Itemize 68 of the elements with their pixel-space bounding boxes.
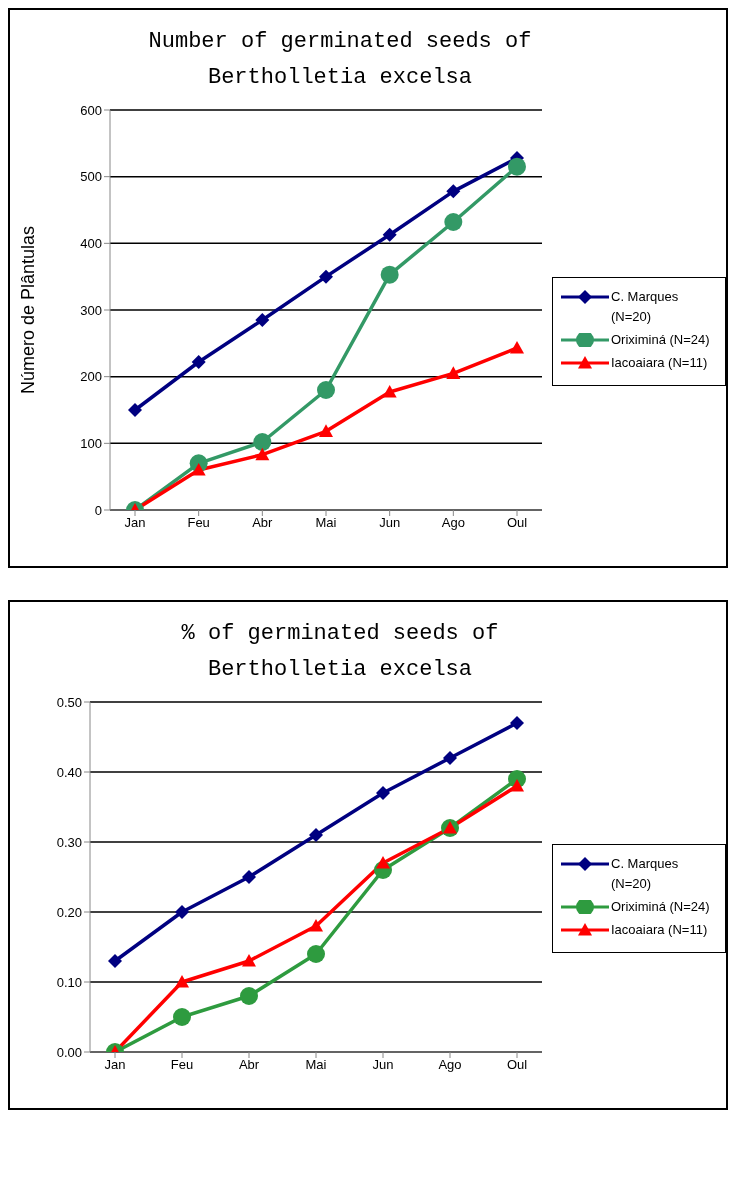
point	[255, 313, 270, 327]
y-tick-label: 100	[80, 435, 102, 451]
legend-label: Oriximiná (N=24)	[611, 897, 711, 916]
point	[175, 905, 189, 919]
x-tick-label: Abr	[252, 515, 274, 531]
y-tick-label: 500	[80, 169, 102, 185]
legend-label: C. Marques (N=20)	[611, 854, 680, 893]
point	[446, 184, 461, 199]
point	[319, 424, 333, 437]
point	[175, 975, 189, 988]
y-tick-label: 400	[80, 235, 102, 251]
point	[382, 385, 397, 398]
x-tick-label: Oul	[506, 515, 528, 531]
x-tick-label: Feu	[170, 1057, 194, 1073]
x-tick-label: Ago	[438, 1057, 462, 1073]
point	[380, 265, 399, 284]
x-tick-label: Jan	[124, 515, 146, 531]
legend-label: Oriximiná (N=24)	[611, 330, 711, 349]
point	[382, 227, 397, 242]
x-tick-label: Ago	[441, 515, 465, 531]
x-tick-label: Jun	[372, 1057, 394, 1073]
point	[191, 355, 206, 369]
legend-label: Iacoaiara (N=11)	[611, 920, 709, 939]
point	[191, 463, 206, 476]
x-tick-label: Mai	[305, 1057, 327, 1073]
point	[376, 786, 390, 800]
legend-label: Iacoaiara (N=11)	[611, 353, 709, 372]
chart-title: Number of germinated seeds of Bertholletia excelsa	[147, 28, 533, 92]
point	[240, 987, 258, 1005]
point	[242, 870, 256, 884]
point	[319, 269, 333, 284]
point	[446, 366, 461, 379]
point	[510, 341, 524, 354]
point	[108, 954, 122, 968]
x-tick-label: Jun	[379, 515, 401, 531]
x-tick-label: Mai	[315, 515, 337, 531]
point	[443, 751, 457, 765]
y-tick-label: 0.50	[56, 694, 82, 710]
point	[510, 779, 524, 792]
point	[309, 919, 323, 932]
chart-title: % of germinated seeds of Bertholletia excelsa	[180, 620, 500, 684]
x-tick-label: Abr	[238, 1057, 260, 1073]
point	[444, 213, 463, 231]
point	[255, 447, 270, 461]
point	[253, 433, 272, 451]
point	[317, 381, 335, 399]
x-tick-label: Jan	[104, 1057, 126, 1073]
y-tick-label: 0.10	[56, 974, 82, 990]
x-tick-label: Feu	[187, 515, 210, 531]
point	[307, 945, 325, 963]
point	[309, 828, 323, 842]
point	[508, 157, 526, 176]
y-tick-label: 0.00	[56, 1044, 82, 1060]
y-tick-label: 600	[80, 102, 102, 118]
point	[173, 1008, 191, 1026]
y-tick-label: 0	[94, 502, 102, 518]
legend-label: C. Marques (N=20)	[611, 287, 680, 326]
point	[510, 716, 524, 730]
y-tick-label: 200	[80, 369, 102, 385]
x-tick-label: Oul	[506, 1057, 528, 1073]
y-axis-title: Número de Plântulas	[18, 225, 39, 395]
y-tick-label: 0.30	[56, 834, 82, 850]
y-tick-label: 0.40	[56, 764, 82, 780]
point	[242, 954, 256, 967]
point	[128, 403, 142, 417]
y-tick-label: 300	[80, 302, 102, 318]
point	[376, 856, 390, 869]
y-tick-label: 0.20	[56, 904, 82, 920]
